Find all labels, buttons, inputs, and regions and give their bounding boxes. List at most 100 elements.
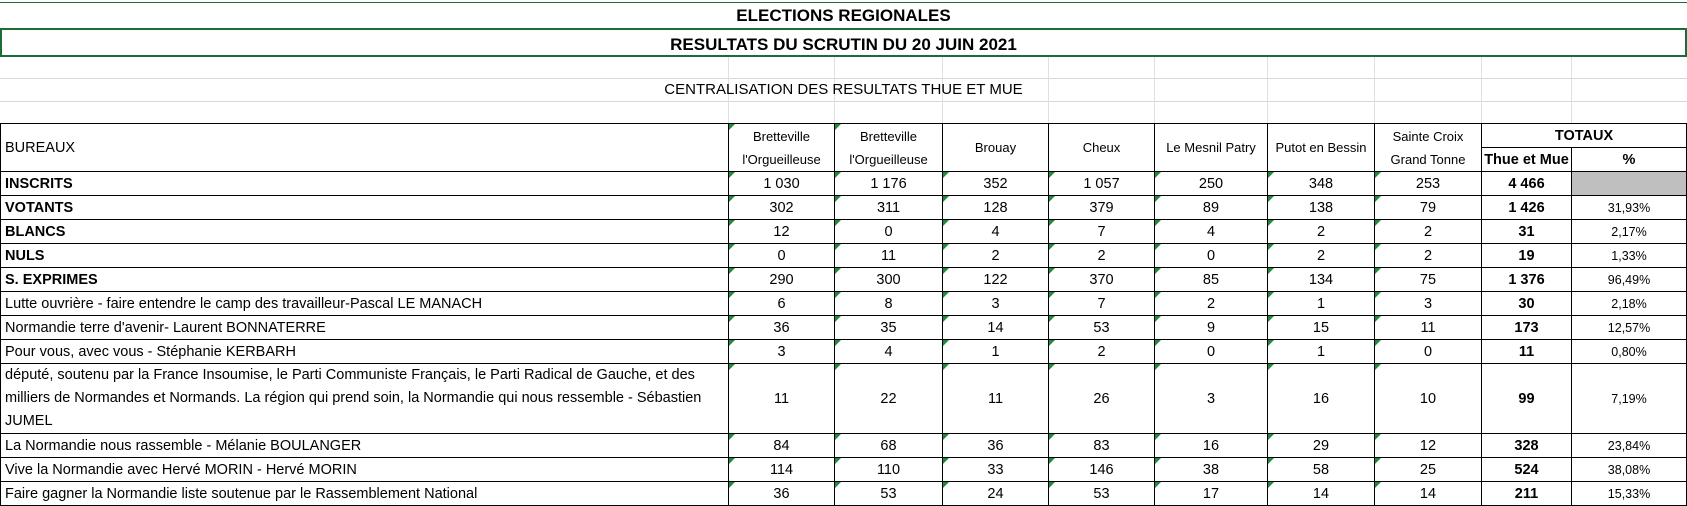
cell-value[interactable]: 138	[1267, 195, 1375, 220]
cell-pct[interactable]: 31,93%	[1571, 195, 1687, 220]
cell-value[interactable]: 35	[834, 315, 943, 340]
cell-value[interactable]: 134	[1267, 267, 1375, 292]
cell-value[interactable]: 302	[728, 195, 835, 220]
cell-value[interactable]: 290	[728, 267, 835, 292]
commune-header[interactable]: Cheux	[1048, 123, 1155, 172]
cell-value[interactable]: 348	[1267, 171, 1375, 196]
cell-value[interactable]: 14	[1374, 481, 1482, 506]
cell-total[interactable]: 328	[1481, 433, 1572, 458]
cell-value[interactable]: 58	[1267, 457, 1375, 482]
bureaux-header[interactable]: BUREAUX	[0, 123, 729, 172]
cell-value[interactable]: 22	[834, 363, 943, 434]
cell-value[interactable]: 1	[1267, 339, 1375, 364]
cell-value[interactable]: 16	[1154, 433, 1268, 458]
cell-value[interactable]: 250	[1154, 171, 1268, 196]
cell-value[interactable]: 1	[1267, 291, 1375, 316]
cell-pct[interactable]: 23,84%	[1571, 433, 1687, 458]
cell-value[interactable]: 2	[1267, 219, 1375, 244]
cell-value[interactable]: 0	[834, 219, 943, 244]
cell-value[interactable]: 89	[1154, 195, 1268, 220]
cell-value[interactable]: 128	[942, 195, 1049, 220]
cell-value[interactable]: 110	[834, 457, 943, 482]
cell-total[interactable]: 1 426	[1481, 195, 1572, 220]
row-label[interactable]: La Normandie nous rassemble - Mélanie BO…	[0, 433, 729, 458]
cell-value[interactable]: 36	[942, 433, 1049, 458]
cell-value[interactable]: 3	[1374, 291, 1482, 316]
cell-pct[interactable]: 38,08%	[1571, 457, 1687, 482]
thue-et-mue-header[interactable]: Thue et Mue	[1481, 147, 1572, 172]
cell-pct[interactable]: 1,33%	[1571, 243, 1687, 268]
cell-value[interactable]: 9	[1154, 315, 1268, 340]
cell-value[interactable]: 1 030	[728, 171, 835, 196]
row-label[interactable]: NULS	[0, 243, 729, 268]
cell-value[interactable]: 25	[1374, 457, 1482, 482]
cell-value[interactable]: 1 057	[1048, 171, 1155, 196]
cell-value[interactable]: 68	[834, 433, 943, 458]
commune-header[interactable]: Brouay	[942, 123, 1049, 172]
cell-value[interactable]: 29	[1267, 433, 1375, 458]
cell-value[interactable]: 4	[1154, 219, 1268, 244]
row-label[interactable]: BLANCS	[0, 219, 729, 244]
cell-pct[interactable]	[1571, 171, 1687, 196]
cell-value[interactable]: 84	[728, 433, 835, 458]
cell-value[interactable]: 2	[1374, 219, 1482, 244]
cell-value[interactable]: 2	[1374, 243, 1482, 268]
cell-value[interactable]: 2	[1048, 339, 1155, 364]
cell-value[interactable]: 114	[728, 457, 835, 482]
cell-total[interactable]: 30	[1481, 291, 1572, 316]
cell-value[interactable]: 11	[728, 363, 835, 434]
commune-header[interactable]: Putot en Bessin	[1267, 123, 1375, 172]
cell-value[interactable]: 311	[834, 195, 943, 220]
cell-value[interactable]: 0	[1374, 339, 1482, 364]
cell-value[interactable]: 4	[834, 339, 943, 364]
row-label[interactable]: S. EXPRIMES	[0, 267, 729, 292]
cell-value[interactable]: 26	[1048, 363, 1155, 434]
cell-value[interactable]: 6	[728, 291, 835, 316]
cell-total[interactable]: 1 376	[1481, 267, 1572, 292]
cell-value[interactable]: 11	[942, 363, 1049, 434]
cell-value[interactable]: 7	[1048, 291, 1155, 316]
row-label[interactable]: Pour vous, avec vous - Stéphanie KERBARH	[0, 339, 729, 364]
cell-value[interactable]: 79	[1374, 195, 1482, 220]
cell-value[interactable]: 17	[1154, 481, 1268, 506]
cell-total[interactable]: 99	[1481, 363, 1572, 434]
cell-value[interactable]: 8	[834, 291, 943, 316]
cell-value[interactable]: 12	[1374, 433, 1482, 458]
cell-total[interactable]: 4 466	[1481, 171, 1572, 196]
cell-value[interactable]: 24	[942, 481, 1049, 506]
cell-pct[interactable]: 7,19%	[1571, 363, 1687, 434]
cell-total[interactable]: 173	[1481, 315, 1572, 340]
commune-header[interactable]: Bretteville l'Orgueilleuse	[728, 123, 835, 172]
cell-value[interactable]: 53	[1048, 481, 1155, 506]
cell-value[interactable]: 12	[728, 219, 835, 244]
cell-value[interactable]: 53	[1048, 315, 1155, 340]
cell-value[interactable]: 10	[1374, 363, 1482, 434]
cell-pct[interactable]: 0,80%	[1571, 339, 1687, 364]
cell-value[interactable]: 2	[1154, 291, 1268, 316]
cell-value[interactable]: 370	[1048, 267, 1155, 292]
cell-total[interactable]: 19	[1481, 243, 1572, 268]
cell-value[interactable]: 11	[1374, 315, 1482, 340]
cell-total[interactable]: 211	[1481, 481, 1572, 506]
cell-value[interactable]: 2	[1267, 243, 1375, 268]
cell-value[interactable]: 0	[728, 243, 835, 268]
cell-value[interactable]: 146	[1048, 457, 1155, 482]
cell-value[interactable]: 3	[728, 339, 835, 364]
row-label[interactable]: Vive la Normandie avec Hervé MORIN - Her…	[0, 457, 729, 482]
cell-value[interactable]: 352	[942, 171, 1049, 196]
cell-value[interactable]: 75	[1374, 267, 1482, 292]
totaux-header[interactable]: TOTAUX	[1481, 123, 1687, 148]
cell-pct[interactable]: 2,17%	[1571, 219, 1687, 244]
row-label[interactable]: VOTANTS	[0, 195, 729, 220]
cell-value[interactable]: 4	[942, 219, 1049, 244]
cell-total[interactable]: 11	[1481, 339, 1572, 364]
cell-value[interactable]: 2	[942, 243, 1049, 268]
cell-value[interactable]: 11	[834, 243, 943, 268]
cell-total[interactable]: 524	[1481, 457, 1572, 482]
cell-value[interactable]: 85	[1154, 267, 1268, 292]
cell-value[interactable]: 0	[1154, 243, 1268, 268]
commune-header[interactable]: Le Mesnil Patry	[1154, 123, 1268, 172]
cell-value[interactable]: 379	[1048, 195, 1155, 220]
cell-value[interactable]: 253	[1374, 171, 1482, 196]
cell-pct[interactable]: 2,18%	[1571, 291, 1687, 316]
